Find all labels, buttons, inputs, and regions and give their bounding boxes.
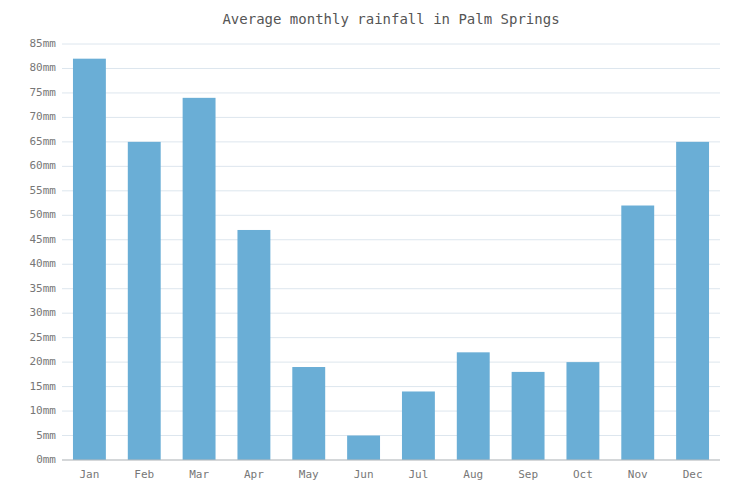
bar (676, 142, 709, 460)
y-tick-label: 45mm (30, 233, 57, 246)
y-tick-label: 35mm (30, 282, 57, 295)
y-tick-label: 15mm (30, 380, 57, 393)
x-tick-label: Aug (463, 468, 483, 481)
chart-container: Average monthly rainfall in Palm Springs… (0, 0, 736, 500)
grid-line (62, 68, 720, 69)
y-tick-label: 0mm (36, 453, 56, 466)
x-tick-label: Jan (79, 468, 99, 481)
y-tick-label: 75mm (30, 86, 57, 99)
y-tick-label: 10mm (30, 404, 57, 417)
x-tick-label: Sep (518, 468, 538, 481)
bar (402, 391, 435, 460)
y-tick-label: 55mm (30, 184, 57, 197)
x-tick-label: Apr (244, 468, 264, 481)
x-tick-label: Nov (628, 468, 648, 481)
y-tick-label: 70mm (30, 110, 57, 123)
y-tick-label: 80mm (30, 61, 57, 74)
bar (73, 59, 106, 460)
bar (183, 98, 216, 460)
chart: Average monthly rainfall in Palm Springs… (0, 0, 736, 500)
x-ticks: Jan Feb Mar Apr May Jun Jul Aug Sep Oct Nov Dec (79, 468, 702, 481)
bars (73, 59, 709, 460)
x-tick-label: Jul (408, 468, 428, 481)
x-tick-label: Jun (354, 468, 374, 481)
y-tick-label: 20mm (30, 355, 57, 368)
bar (237, 230, 270, 460)
y-tick-label: 30mm (30, 306, 57, 319)
bar (566, 362, 599, 460)
bar (457, 352, 490, 460)
title: Average monthly rainfall in Palm Springs (222, 11, 559, 27)
y-tick-label: 85mm (30, 37, 57, 50)
grid-line (62, 44, 720, 45)
y-tick-label: 5mm (36, 429, 56, 442)
x-tick-label: Mar (189, 468, 209, 481)
y-tick-label: 65mm (30, 135, 57, 148)
grid-line (62, 92, 720, 93)
grid-line (62, 117, 720, 118)
x-axis-line (62, 460, 720, 461)
y-tick-label: 25mm (30, 331, 57, 344)
grid (62, 44, 720, 460)
bar (512, 372, 545, 460)
y-tick-label: 40mm (30, 257, 57, 270)
bar (347, 436, 380, 460)
bar (128, 142, 161, 460)
bar (292, 367, 325, 460)
grid-line (62, 460, 720, 461)
x-tick-label: Dec (683, 468, 703, 481)
x-tick-label: May (299, 468, 319, 481)
y-tick-label: 50mm (30, 208, 57, 221)
y-tick-label: 60mm (30, 159, 57, 172)
y-ticks: 0mm 5mm 10mm 15mm 20mm 25mm 30mm 35mm 40mm 45mm 50… (30, 37, 57, 466)
bar (621, 206, 654, 460)
x-tick-label: Oct (573, 468, 593, 481)
x-tick-label: Feb (134, 468, 154, 481)
